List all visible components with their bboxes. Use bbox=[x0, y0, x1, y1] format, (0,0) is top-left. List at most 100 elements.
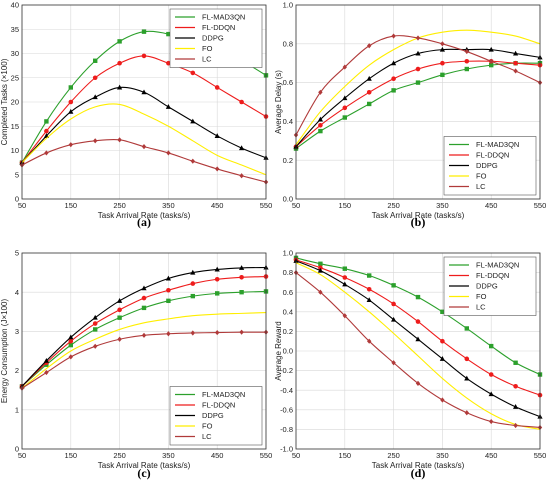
y-tick-label: -0.2 bbox=[280, 366, 293, 375]
data-point-lc bbox=[44, 369, 49, 376]
data-point-fl-ddqn bbox=[366, 90, 372, 95]
x-tick-label: 350 bbox=[436, 451, 449, 460]
data-point-fl-ddqn bbox=[92, 75, 98, 81]
y-tick-label: 1 bbox=[15, 405, 19, 414]
data-point-lc bbox=[464, 410, 469, 416]
data-point-ddpg bbox=[117, 84, 123, 90]
data-point-fl-ddqn bbox=[44, 128, 49, 134]
data-point-lc bbox=[342, 64, 347, 70]
x-tick-label: 550 bbox=[534, 201, 547, 210]
data-point-ddpg bbox=[342, 95, 348, 101]
data-point-ddpg bbox=[513, 50, 519, 56]
data-point-lc bbox=[141, 332, 147, 338]
data-point-ddpg bbox=[239, 145, 245, 151]
data-point-ddpg bbox=[317, 116, 323, 122]
y-tick-label: 25 bbox=[11, 73, 19, 82]
data-point-fl-ddqn bbox=[464, 58, 470, 64]
y-tick-label: 40 bbox=[11, 1, 19, 10]
data-point-ddpg bbox=[43, 358, 49, 363]
data-point-lc bbox=[440, 41, 445, 47]
y-axis-label: Average Reward bbox=[274, 321, 283, 380]
data-point-ddpg bbox=[513, 404, 519, 409]
data-point-fl-ddqn bbox=[440, 60, 445, 66]
data-point-ddpg bbox=[214, 266, 220, 272]
data-point-fl-mad3qn bbox=[215, 291, 220, 296]
legend-entry: FL-MAD3QN bbox=[476, 261, 519, 270]
x-axis-label: Task Arrival Rate (tasks/s) bbox=[372, 211, 465, 220]
data-point-lc bbox=[239, 329, 244, 335]
data-point-lc bbox=[190, 158, 195, 164]
data-point-fl-mad3qn bbox=[93, 58, 98, 63]
data-point-lc bbox=[117, 137, 122, 143]
data-point-ddpg bbox=[488, 46, 494, 52]
data-point-ddpg bbox=[92, 314, 98, 320]
x-tick-label: 150 bbox=[65, 451, 78, 460]
legend-entry: FL-MAD3QN bbox=[202, 390, 245, 399]
data-point-lc bbox=[415, 380, 421, 386]
y-tick-label: 4 bbox=[15, 288, 19, 297]
series-line-fo bbox=[295, 262, 541, 430]
data-point-fl-ddqn bbox=[513, 383, 518, 389]
x-tick-label: 250 bbox=[387, 201, 400, 210]
y-tick-label: 15 bbox=[11, 122, 19, 131]
data-point-lc bbox=[141, 144, 147, 150]
data-point-lc bbox=[215, 166, 220, 172]
data-point-lc bbox=[489, 58, 494, 64]
legend-entry: LC bbox=[476, 182, 486, 191]
data-point-fl-mad3qn bbox=[391, 283, 396, 288]
y-tick-label: 20 bbox=[11, 98, 19, 107]
y-tick-label: 3 bbox=[15, 327, 19, 336]
data-point-fl-mad3qn bbox=[464, 66, 469, 72]
y-tick-label: 0.6 bbox=[283, 78, 293, 87]
panel-label: (c) bbox=[137, 466, 150, 480]
y-tick-label: 0 bbox=[15, 445, 19, 454]
y-tick-label: 0.8 bbox=[283, 39, 293, 48]
chart-panel-4: -1.0 -0.8 -0.6 -0.4 -0.2 0.0 0.2 0.4 0.6 0.8 1.0 50… bbox=[274, 249, 546, 480]
data-point-lc bbox=[367, 43, 372, 49]
x-tick-label: 450 bbox=[211, 201, 224, 210]
data-point-ddpg bbox=[366, 75, 372, 81]
data-point-fl-mad3qn bbox=[190, 293, 195, 299]
data-point-ddpg bbox=[214, 133, 220, 138]
data-point-fl-mad3qn bbox=[415, 80, 421, 85]
chart-panel-1: 0 5 10 15 20 25 30 35 40 50 150 250 350 450 550 Task Ar… bbox=[0, 1, 272, 229]
data-point-fl-ddqn bbox=[166, 287, 171, 293]
y-axis-label: Completed Tasks (×100) bbox=[0, 58, 9, 145]
x-tick-label: 50 bbox=[292, 201, 300, 210]
data-point-lc bbox=[513, 68, 518, 74]
data-point-fl-mad3qn bbox=[440, 309, 445, 314]
data-point-lc bbox=[318, 89, 323, 95]
legend-entry: FO bbox=[476, 172, 487, 181]
data-point-lc bbox=[415, 35, 421, 41]
data-point-lc bbox=[215, 329, 220, 336]
data-point-ddpg bbox=[165, 275, 171, 281]
x-tick-label: 250 bbox=[113, 451, 126, 460]
data-point-fl-ddqn bbox=[513, 60, 518, 66]
data-point-fl-ddqn bbox=[117, 307, 122, 313]
data-point-fl-mad3qn bbox=[117, 39, 122, 44]
data-point-fl-ddqn bbox=[68, 99, 74, 105]
legend-box bbox=[443, 256, 537, 316]
data-point-lc bbox=[342, 313, 347, 319]
data-point-fl-mad3qn bbox=[44, 119, 49, 124]
x-tick-label: 550 bbox=[260, 201, 273, 210]
data-point-ddpg bbox=[391, 60, 397, 66]
data-point-ddpg bbox=[68, 108, 74, 114]
plot-frame bbox=[21, 252, 267, 450]
y-tick-label: 0.6 bbox=[283, 288, 293, 297]
data-point-fl-ddqn bbox=[415, 66, 421, 72]
data-point-fl-ddqn bbox=[190, 281, 196, 286]
data-point-ddpg bbox=[190, 269, 196, 275]
data-point-fl-ddqn bbox=[318, 122, 323, 128]
legend-entry: FO bbox=[202, 422, 213, 431]
data-point-lc bbox=[440, 397, 445, 403]
legend-entry: DDPG bbox=[476, 282, 498, 291]
legend-entry: DDPG bbox=[202, 411, 224, 420]
data-point-ddpg bbox=[239, 265, 245, 270]
data-point-ddpg bbox=[342, 281, 348, 287]
y-tick-label: 0.4 bbox=[283, 307, 293, 316]
x-tick-label: 350 bbox=[162, 451, 175, 460]
data-point-fl-ddqn bbox=[141, 295, 147, 301]
data-point-ddpg bbox=[317, 267, 323, 273]
